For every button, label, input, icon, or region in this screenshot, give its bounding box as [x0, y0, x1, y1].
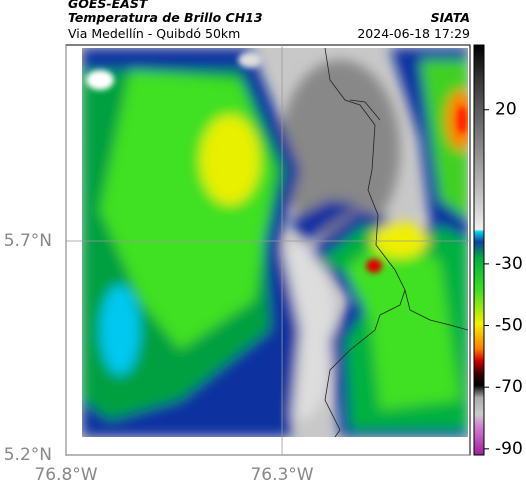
colorbar-tick-label: -90 — [495, 439, 523, 459]
x-tick-label: 76.8°W — [34, 465, 97, 485]
y-tick-label: 5.2°N — [4, 445, 52, 465]
colorbar-tick-label: 20 — [495, 100, 517, 120]
colorbar — [473, 44, 485, 456]
colorbar-tick-label: -30 — [495, 254, 523, 274]
source: SIATA — [431, 10, 470, 25]
title: GOES-EAST — [68, 0, 149, 11]
y-tick-label: 5.7°N — [4, 231, 52, 251]
timestamp: 2024-06-18 17:29 — [357, 26, 470, 41]
subtitle: Temperatura de Brillo CH13 — [68, 10, 263, 25]
location: Via Medellín - Quibdó 50km — [68, 26, 240, 41]
colorbar-tick-label: -50 — [495, 316, 523, 336]
x-tick-label: 76.3°W — [250, 465, 313, 485]
colorbar-tick-label: -70 — [495, 377, 523, 397]
brightness-field — [82, 48, 468, 437]
